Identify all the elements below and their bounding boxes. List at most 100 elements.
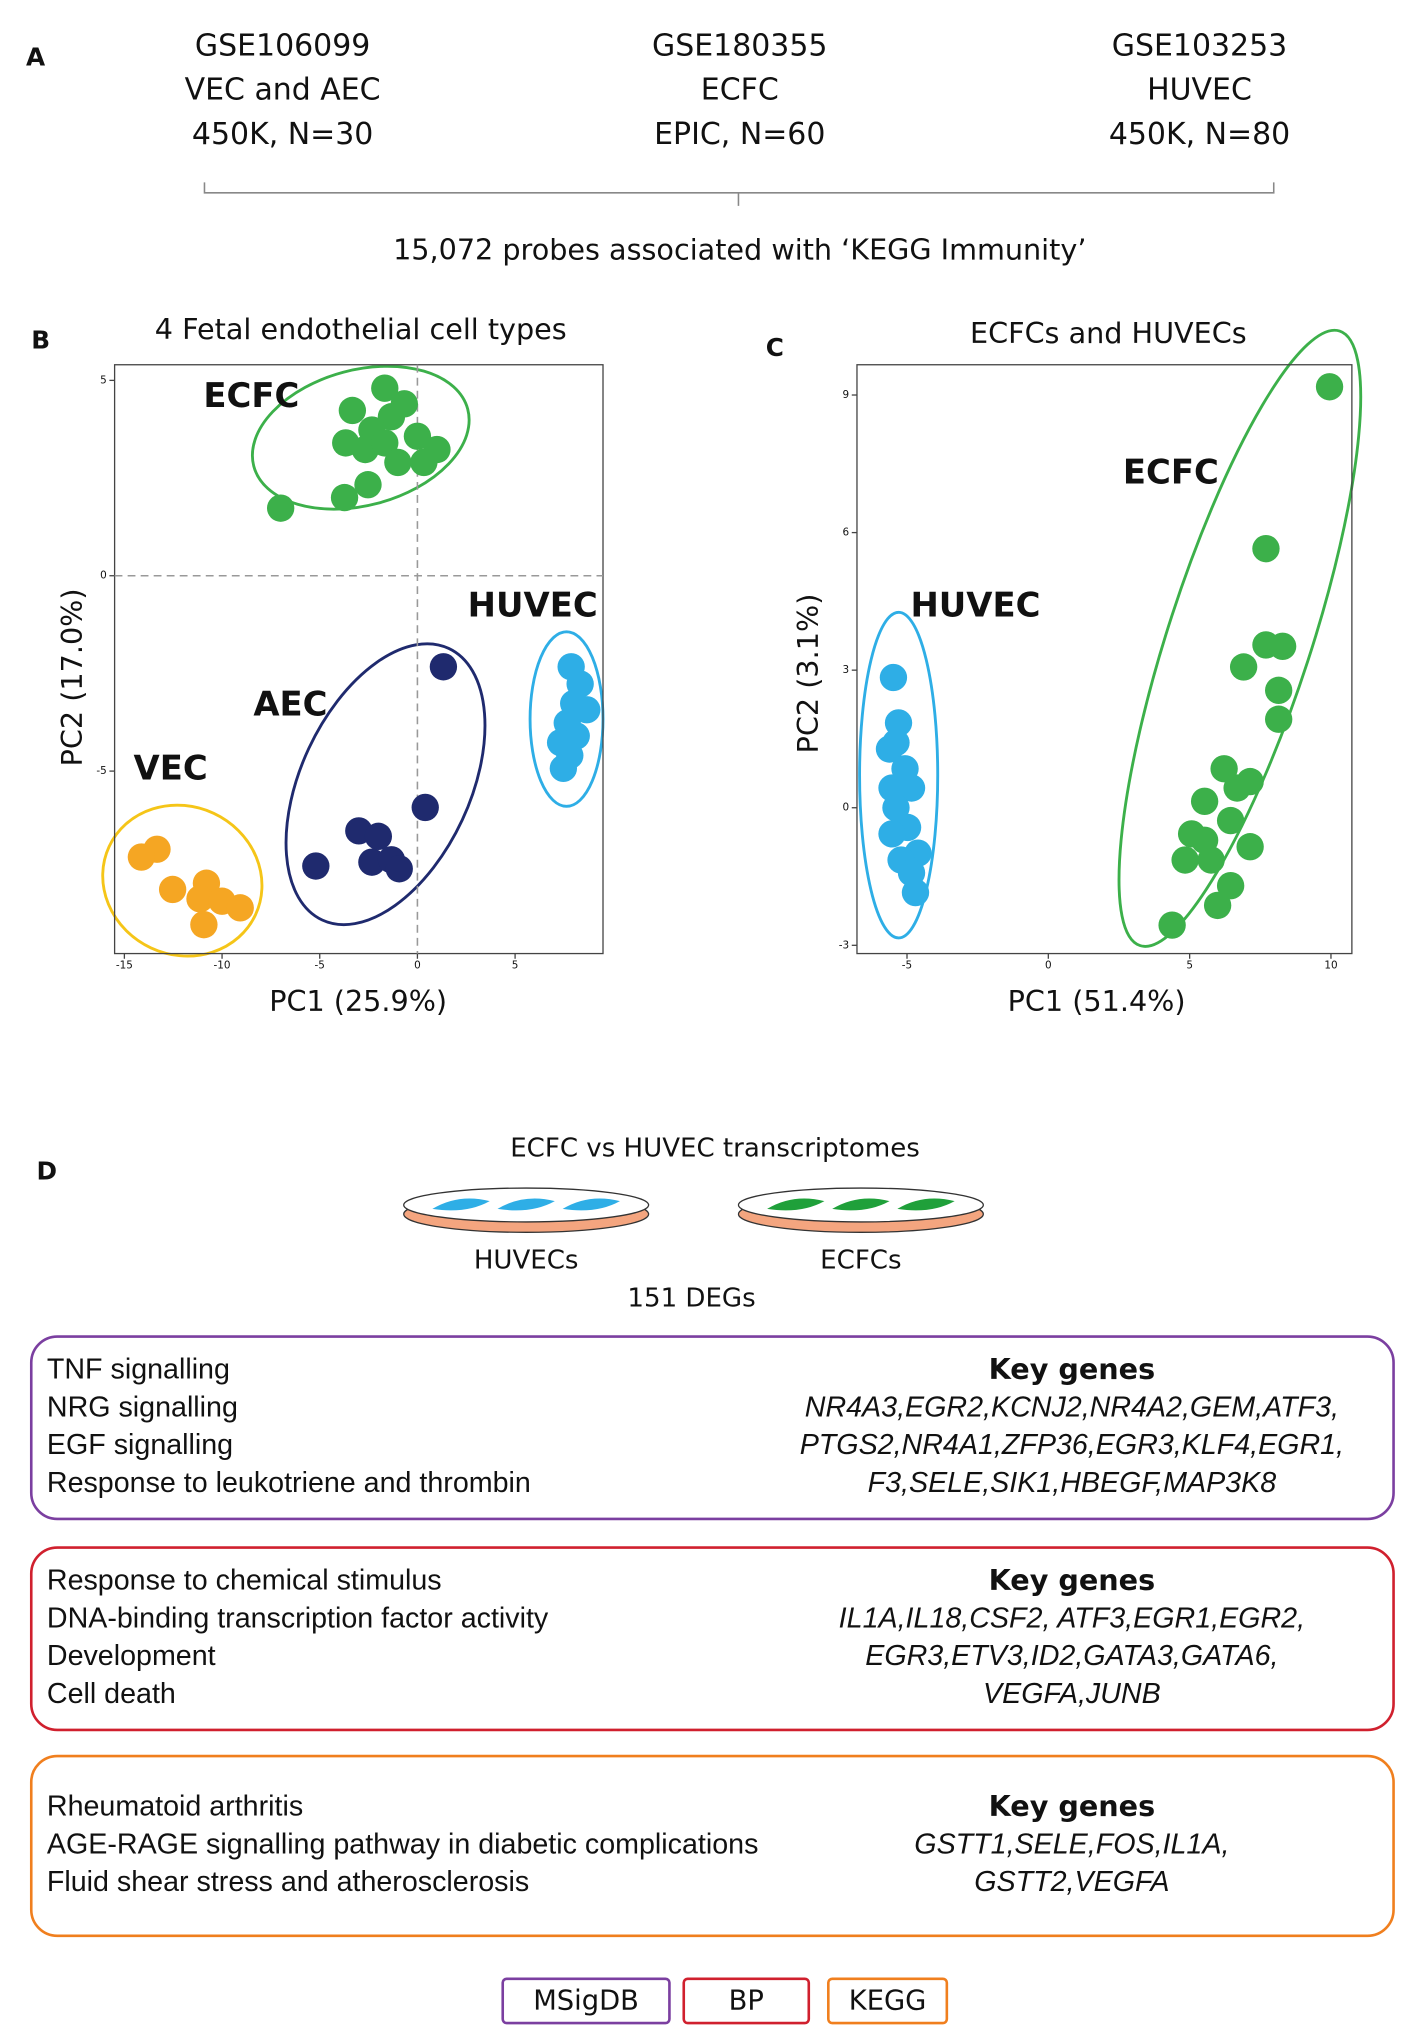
y-tick-label: 0 [843, 802, 850, 814]
term: Response to leukotriene and thrombin [47, 1467, 531, 1499]
panel-label: D [36, 1156, 57, 1185]
y-tick-label: 5 [100, 374, 107, 386]
dataset-cells: ECFC [701, 73, 779, 108]
point [190, 910, 218, 939]
point [338, 396, 367, 425]
dataset-id: GSE106099 [195, 28, 370, 63]
point [549, 754, 578, 783]
point [901, 878, 930, 907]
point [186, 885, 214, 913]
cells [767, 1198, 955, 1211]
cells [432, 1198, 620, 1211]
ellipse [284, 642, 487, 927]
y-tick-label: 3 [843, 664, 850, 676]
ellipse [101, 803, 264, 958]
point [411, 793, 439, 822]
term: NRG signalling [47, 1391, 238, 1423]
panel-label: C [766, 333, 784, 362]
term: Cell death [47, 1678, 176, 1710]
point [1171, 846, 1199, 874]
series-label: HUVEC [910, 586, 1040, 625]
point [429, 653, 458, 681]
point [330, 483, 359, 512]
point [1236, 833, 1264, 861]
x-tick-label: -10 [214, 959, 231, 971]
dataset-platform: 450K, N=30 [192, 117, 373, 152]
x-tick-label: -15 [116, 959, 133, 971]
point [1223, 774, 1251, 802]
category-box [29, 1335, 1395, 1521]
gene-line: F3,SELE,SIK1,HBEGF,MAP3K8 [868, 1467, 1277, 1499]
deg-count: 151 DEGs [627, 1283, 755, 1313]
point [1210, 755, 1238, 783]
term: AGE-RAGE signalling pathway in diabetic … [47, 1828, 759, 1860]
point [1216, 806, 1245, 835]
x-axis-label: PC1 (25.9%) [269, 984, 447, 1018]
series-label: ECFC [203, 376, 299, 415]
ellipse [1117, 328, 1363, 948]
point [364, 822, 393, 851]
point [354, 471, 382, 499]
point [384, 448, 412, 477]
dishes [403, 1187, 984, 1233]
series-label: ECFC [1123, 453, 1219, 492]
point [573, 696, 601, 724]
point [882, 794, 910, 822]
gene-line: NR4A3,EGR2,KCNJ2,NR4A2,GEM,ATF3, [805, 1391, 1339, 1423]
genes-heading: Key genes [989, 1789, 1156, 1823]
legend-label: KEGG [849, 1986, 927, 2017]
y-tick-label: -3 [839, 939, 849, 951]
term: Fluid shear stress and atherosclerosis [47, 1866, 529, 1898]
x-axis-label: PC1 (51.4%) [1008, 984, 1186, 1018]
point [1190, 826, 1219, 854]
point [1229, 653, 1258, 681]
point [882, 728, 910, 757]
point [879, 663, 908, 692]
gene-line: IL1A,IL18,CSF2, ATF3,EGR1,EGR2, [839, 1602, 1305, 1634]
point [1315, 373, 1344, 401]
category-box [29, 1546, 1395, 1732]
point [410, 448, 438, 477]
panel-label: A [26, 43, 46, 72]
legend-label: BP [729, 1986, 764, 2017]
term: EGF signalling [47, 1429, 233, 1461]
gene-line: PTGS2,NR4A1,ZFP36,EGR3,KLF4,EGR1, [800, 1429, 1344, 1461]
legend-box [827, 1977, 949, 2025]
point [403, 422, 432, 450]
point [897, 774, 926, 802]
cluster-ellipses [101, 328, 1363, 958]
point [1203, 891, 1232, 920]
term: DNA-binding transcription factor activit… [47, 1602, 549, 1634]
y-axis-label: PC2 (17.0%) [55, 588, 89, 766]
point [1252, 534, 1280, 563]
y-axis-label: PC2 (3.1%) [791, 594, 825, 754]
point [1190, 787, 1219, 815]
legend-label: MSigDB [533, 1986, 639, 2017]
gene-line: GSTT1,SELE,FOS,IL1A, [914, 1828, 1229, 1860]
gene-line: EGR3,ETV3,ID2,GATA3,GATA6, [865, 1640, 1278, 1672]
series-label: VEC [134, 748, 208, 787]
dataset-platform: EPIC, N=60 [654, 117, 825, 152]
term: Response to chemical stimulus [47, 1565, 442, 1597]
genes-heading: Key genes [989, 1563, 1156, 1597]
y-tick-label: -5 [96, 765, 106, 777]
x-tick-label: 5 [512, 959, 519, 971]
point [371, 374, 399, 402]
genes-heading: Key genes [989, 1352, 1156, 1386]
panel-label: B [31, 325, 50, 354]
x-tick-label: 0 [414, 959, 421, 971]
category-box [29, 1754, 1395, 1938]
legend-box [682, 1977, 811, 2025]
term: Rheumatoid arthritis [47, 1791, 303, 1823]
x-tick-label: 5 [1186, 959, 1193, 971]
point [302, 852, 330, 880]
dataset-id: GSE103253 [1112, 28, 1287, 63]
ellipse [858, 610, 940, 940]
probes-note: 15,072 probes associated with ‘KEGG Immu… [393, 232, 1086, 266]
y-tick-label: 9 [843, 389, 850, 401]
point [1265, 676, 1293, 705]
point [226, 894, 254, 922]
gene-line: GSTT2,VEGFA [974, 1866, 1169, 1898]
